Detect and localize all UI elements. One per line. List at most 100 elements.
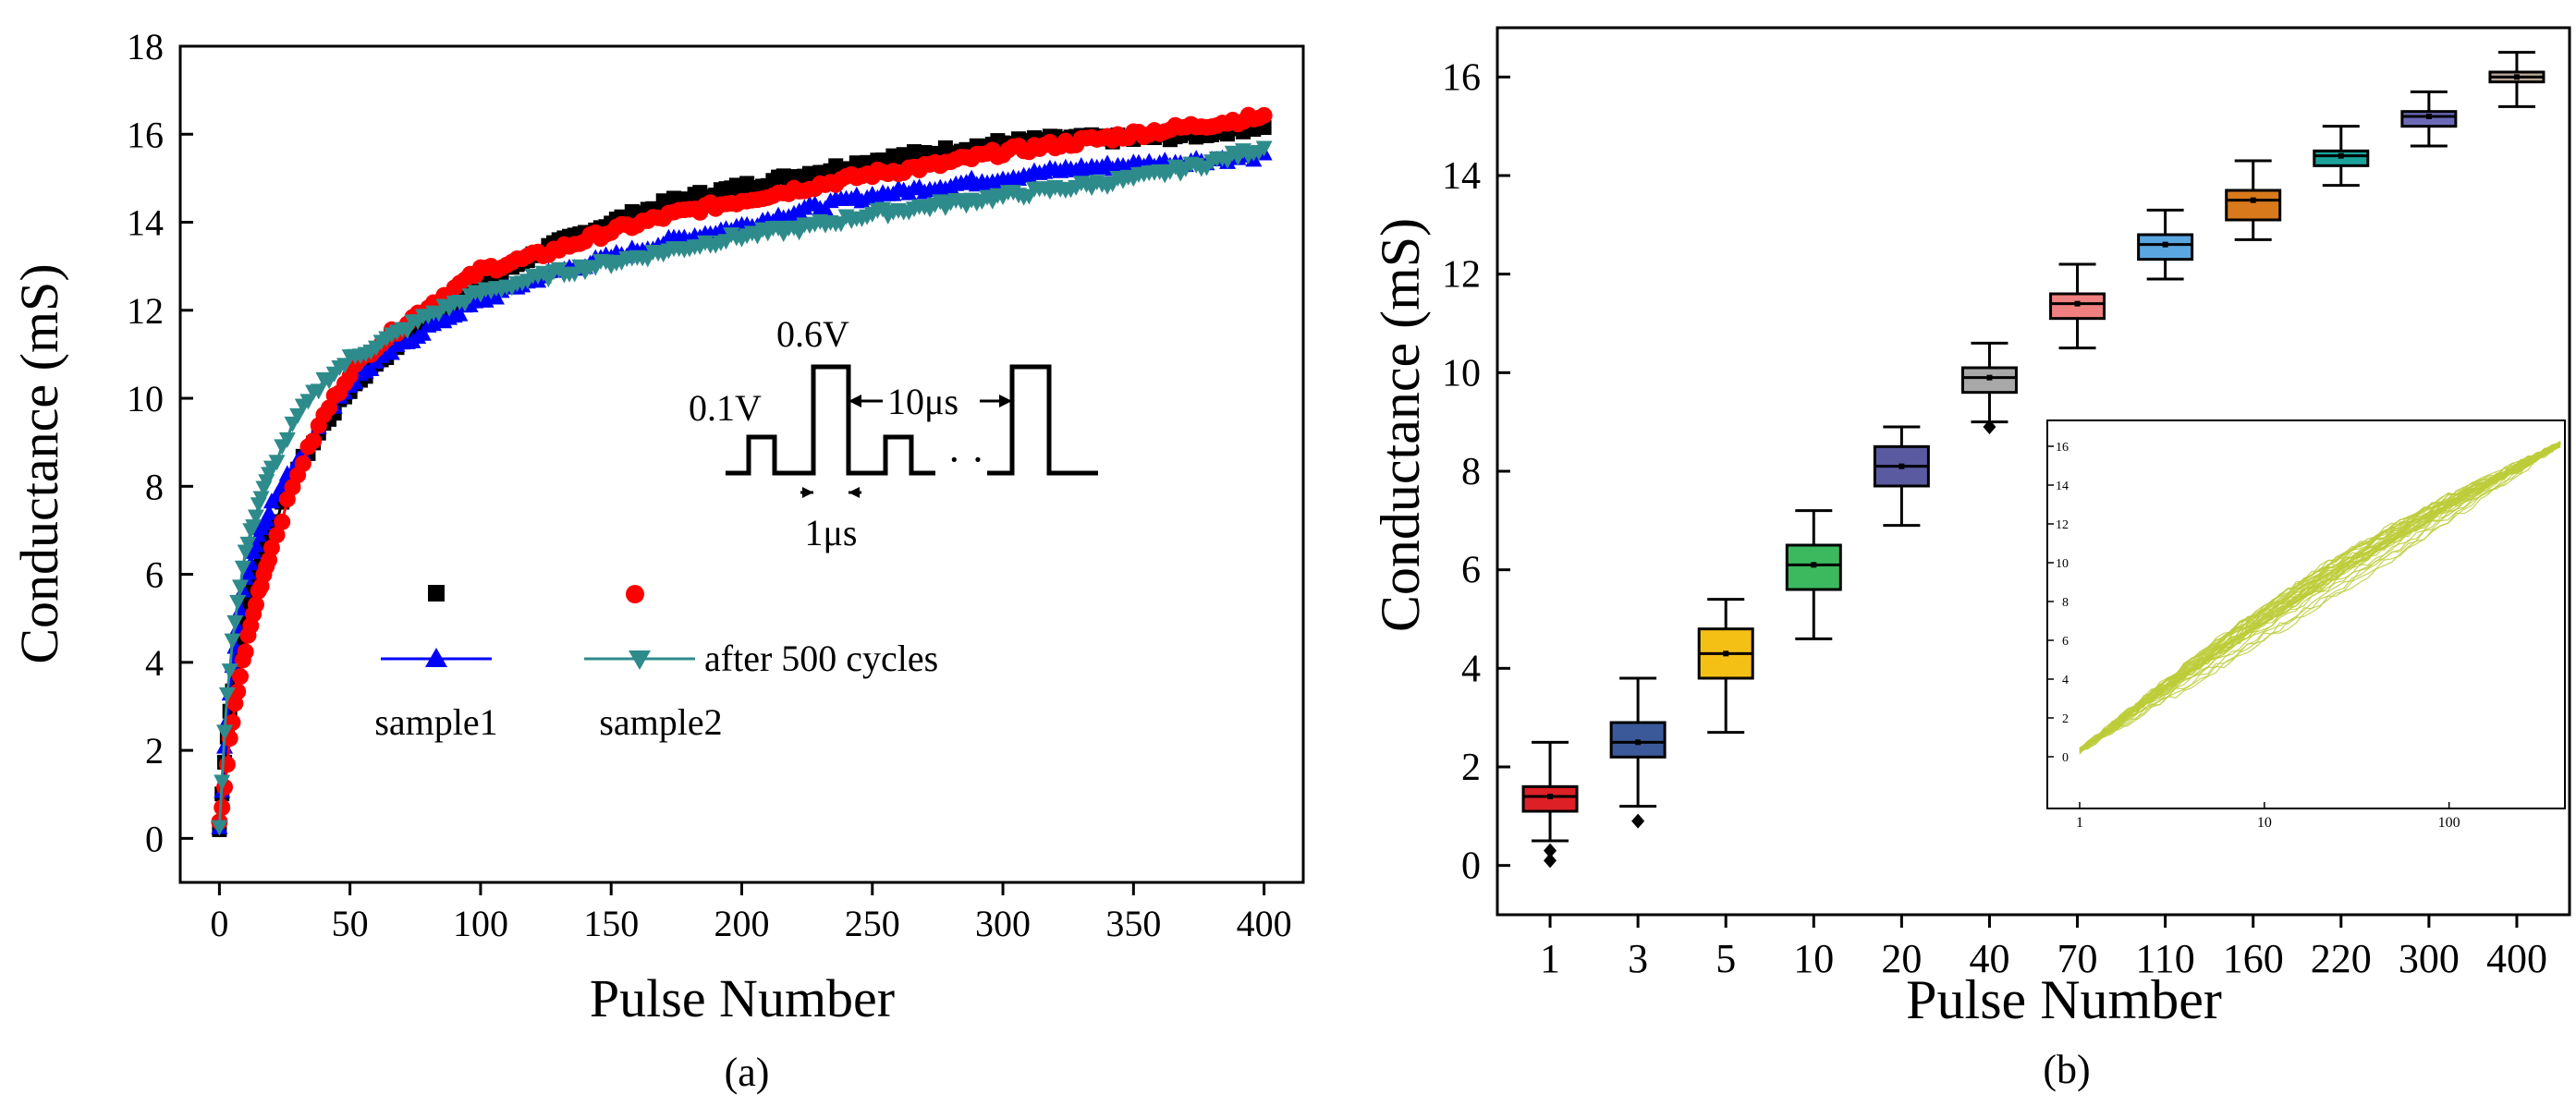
outlier-point: [1983, 419, 1996, 434]
box-mean: [2513, 74, 2520, 80]
box-mean: [1986, 374, 1993, 381]
data-point: [214, 798, 231, 816]
x-tick-label: 70: [2057, 936, 2098, 981]
data-point: [294, 455, 311, 472]
data-point: [229, 594, 247, 611]
x-tick-label: 110: [2135, 936, 2194, 981]
box-mean: [1898, 463, 1905, 469]
data-point: [383, 344, 400, 360]
data-point: [237, 643, 254, 661]
panel-a-y-ticks: 0 2 4 6 8 10 12 14 16 18: [127, 26, 193, 859]
y-tick-label: 14: [1442, 155, 1481, 198]
pulse-waveform: [726, 364, 935, 476]
data-point: [218, 687, 236, 703]
y-tick-label: 0: [1461, 845, 1481, 888]
y-tick-label: 8: [1461, 451, 1481, 493]
legend-marker-sample2-after: [629, 650, 651, 670]
x-tick-label: 220: [2311, 936, 2372, 981]
box-mean: [2250, 197, 2256, 203]
inset-y-tick-label: 4: [2062, 674, 2069, 687]
data-point: [231, 579, 249, 596]
x-tick-label: 5: [1715, 936, 1736, 981]
inset-curves: [2079, 441, 2561, 755]
pulse-waveform-inset: · · 0.1V 0.6V 10μs 1μs: [689, 313, 1098, 553]
panel-a-legend: after 500 cycles sample1 sample2: [374, 585, 938, 743]
inset-cycle-curve: [2079, 445, 2561, 753]
box-1: [1521, 740, 1579, 869]
inset-cycle-curve: [2079, 442, 2561, 751]
series-sample2: [211, 106, 1273, 831]
legend-marker-sample2: [626, 585, 644, 603]
panel-b-label: (b): [2043, 1047, 2090, 1092]
inset-y-tick-label: 8: [2062, 596, 2069, 610]
data-point: [1255, 106, 1273, 124]
inset-cycle-curve: [2079, 444, 2561, 753]
inset-x-tick-label: 1: [2076, 815, 2083, 831]
pulse-high-voltage-label: 0.6V: [776, 313, 849, 355]
inset-cycle-curve: [2079, 443, 2561, 749]
box-iqr: [1609, 721, 1666, 759]
box-iqr: [2137, 233, 2194, 261]
box-3: [1609, 676, 1666, 829]
data-point: [247, 509, 264, 526]
inset-cycle-curve: [2079, 443, 2561, 749]
inset-y-tick-label: 14: [2056, 480, 2069, 493]
panel-b-inset: 0 2 4 6 8 10 12 14 16 1 10 100: [2046, 419, 2566, 831]
box-mean: [2425, 114, 2432, 119]
box-10: [1785, 509, 1842, 640]
data-point: [226, 614, 244, 631]
data-point: [268, 455, 286, 471]
pulse-low-voltage-label: 0.1V: [689, 387, 762, 429]
y-tick-label: 4: [1461, 648, 1481, 690]
panel-a-x-ticks: 0 50 100 150 200 250 300 350 400: [210, 882, 1292, 944]
y-tick-label: 2: [1461, 747, 1481, 789]
data-point: [247, 596, 264, 614]
inset-y-tick-label: 16: [2056, 441, 2069, 455]
interval-arrowhead-right: [999, 395, 1012, 407]
data-point: [451, 305, 469, 322]
x-tick-label: 400: [2486, 936, 2547, 981]
panel-b-y-ticks: 0 2 4 6 8 10 12 14 16: [1442, 56, 1510, 888]
x-tick-label: 160: [2223, 936, 2284, 981]
data-point: [278, 431, 296, 448]
y-tick-label: 16: [1442, 56, 1481, 99]
data-point: [214, 774, 231, 791]
box-20: [1873, 425, 1930, 528]
data-point: [261, 504, 278, 520]
box-mean: [1723, 650, 1729, 657]
data-point: [414, 324, 432, 341]
data-point: [221, 663, 238, 680]
panel-a-y-axis-label: Conductance (mS): [9, 263, 69, 663]
x-tick-label: 100: [453, 903, 508, 944]
data-point: [239, 536, 257, 553]
data-point: [252, 491, 270, 507]
x-tick-label: 3: [1628, 936, 1648, 981]
box-mean: [1811, 562, 1817, 568]
y-tick-label: 14: [127, 202, 164, 244]
pulse-dots: · ·: [947, 437, 984, 482]
outlier-point: [1544, 853, 1557, 869]
y-tick-label: 12: [127, 290, 164, 332]
data-point: [211, 820, 228, 836]
box-mean: [1635, 739, 1642, 746]
box-iqr: [2225, 188, 2282, 222]
inset-x-tick-label: 100: [2438, 815, 2460, 831]
width-arrowhead-right: [848, 487, 860, 498]
series-sample2-after-500-cycles: [211, 140, 1273, 836]
y-tick-label: 4: [145, 642, 164, 684]
box-400: [2488, 51, 2545, 108]
legend-label-after-cycles: after 500 cycles: [704, 638, 938, 679]
data-point: [224, 633, 241, 650]
x-tick-label: 250: [845, 903, 900, 944]
inset-cycle-curve: [2080, 442, 2561, 750]
inset-y-tick-label: 0: [2062, 751, 2069, 765]
y-tick-label: 10: [127, 378, 164, 419]
y-tick-label: 16: [127, 114, 164, 155]
box-110: [2137, 208, 2194, 281]
y-tick-label: 2: [145, 730, 164, 772]
panel-a-label: (a): [725, 1050, 770, 1095]
box-mean: [2338, 152, 2344, 159]
legend-label-sample1: sample1: [374, 701, 497, 743]
data-point: [262, 539, 280, 556]
